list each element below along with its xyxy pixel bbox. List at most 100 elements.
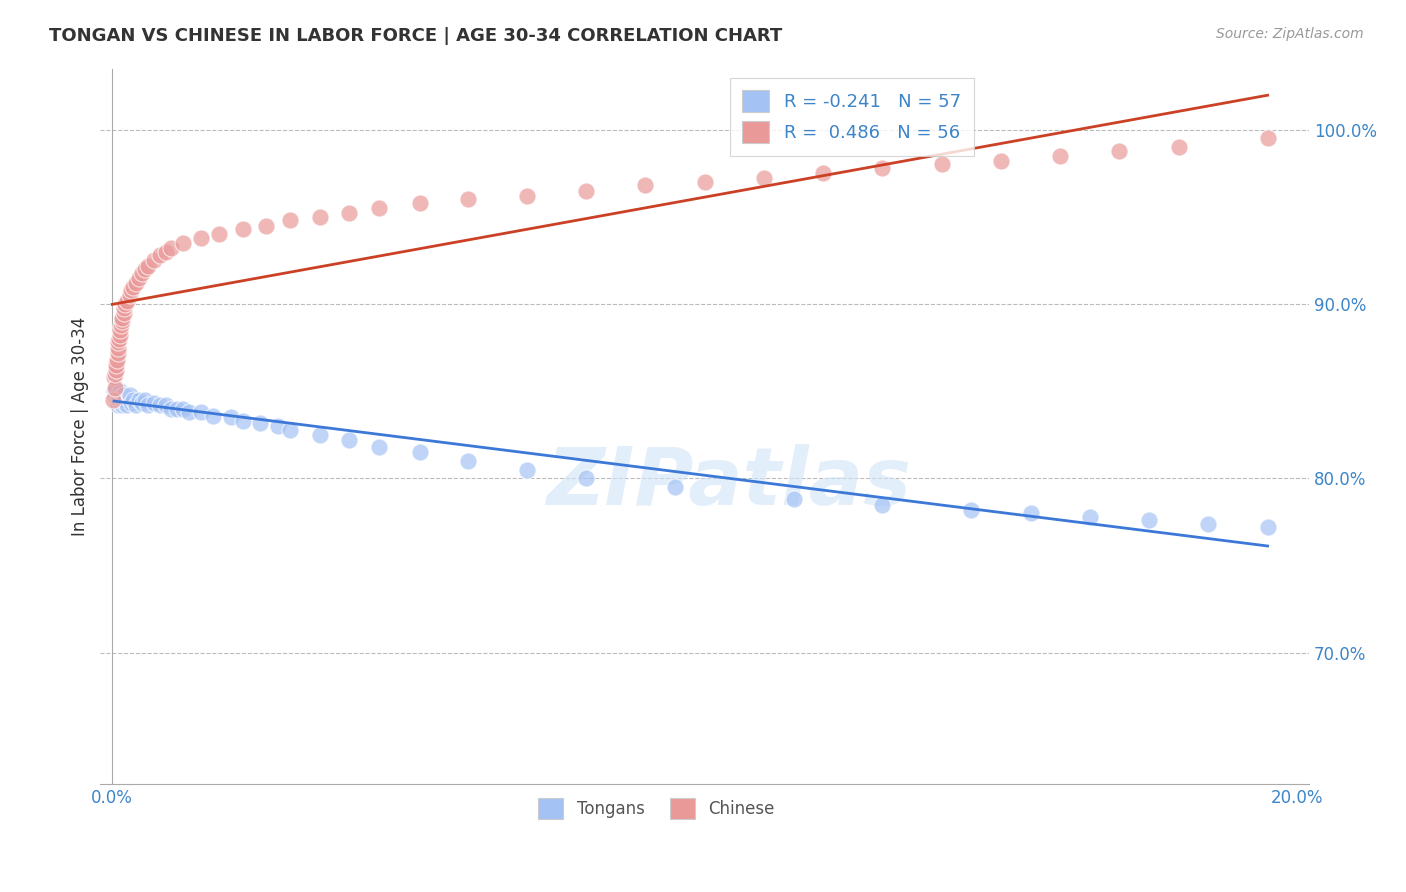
Point: [409, 195, 432, 210]
Point: [872, 498, 894, 512]
Point: [112, 388, 135, 402]
Point: [1049, 149, 1071, 163]
Point: [1167, 140, 1189, 154]
Point: [108, 328, 131, 343]
Point: [931, 157, 953, 171]
Point: [1108, 144, 1130, 158]
Point: [201, 409, 224, 423]
Point: [155, 244, 177, 259]
Point: [149, 398, 172, 412]
Point: [122, 279, 145, 293]
Point: [516, 189, 538, 203]
Point: [105, 358, 128, 372]
Point: [990, 153, 1012, 168]
Point: [960, 503, 983, 517]
Point: [149, 248, 172, 262]
Point: [111, 388, 134, 402]
Point: [122, 392, 145, 407]
Point: [1019, 507, 1042, 521]
Point: [103, 392, 125, 407]
Point: [409, 445, 432, 459]
Point: [134, 262, 156, 277]
Point: [108, 332, 131, 346]
Point: [114, 297, 136, 311]
Point: [107, 341, 129, 355]
Point: [179, 405, 201, 419]
Point: [114, 392, 136, 407]
Point: [107, 398, 129, 412]
Point: [1257, 520, 1279, 534]
Point: [634, 178, 657, 193]
Point: [249, 416, 271, 430]
Point: [136, 398, 159, 412]
Point: [118, 392, 141, 407]
Point: [107, 346, 129, 360]
Point: [110, 318, 132, 332]
Point: [134, 392, 156, 407]
Point: [172, 235, 194, 250]
Point: [693, 175, 716, 189]
Point: [208, 227, 231, 242]
Point: [118, 388, 141, 402]
Y-axis label: In Labor Force | Age 30-34: In Labor Force | Age 30-34: [72, 317, 89, 536]
Point: [120, 396, 142, 410]
Point: [232, 414, 254, 428]
Point: [105, 392, 128, 407]
Point: [782, 492, 804, 507]
Point: [103, 381, 125, 395]
Point: [172, 401, 194, 416]
Point: [752, 171, 775, 186]
Point: [457, 192, 479, 206]
Point: [254, 219, 277, 233]
Point: [516, 463, 538, 477]
Point: [155, 398, 177, 412]
Point: [813, 166, 835, 180]
Point: [112, 396, 135, 410]
Point: [1257, 131, 1279, 145]
Point: [142, 396, 165, 410]
Point: [142, 253, 165, 268]
Point: [232, 222, 254, 236]
Point: [110, 323, 132, 337]
Text: TONGAN VS CHINESE IN LABOR FORCE | AGE 30-34 CORRELATION CHART: TONGAN VS CHINESE IN LABOR FORCE | AGE 3…: [49, 27, 783, 45]
Text: ZIPatlas: ZIPatlas: [547, 444, 911, 523]
Point: [278, 213, 301, 227]
Point: [575, 184, 598, 198]
Point: [103, 384, 125, 399]
Point: [128, 270, 150, 285]
Point: [267, 419, 290, 434]
Point: [107, 335, 129, 350]
Text: Source: ZipAtlas.com: Source: ZipAtlas.com: [1216, 27, 1364, 41]
Point: [367, 440, 389, 454]
Point: [110, 389, 132, 403]
Point: [337, 433, 360, 447]
Point: [308, 427, 330, 442]
Point: [112, 301, 135, 315]
Point: [115, 293, 138, 308]
Point: [104, 381, 127, 395]
Point: [125, 276, 148, 290]
Point: [457, 454, 479, 468]
Point: [110, 396, 132, 410]
Point: [664, 480, 686, 494]
Point: [111, 392, 134, 407]
Point: [575, 471, 598, 485]
Point: [278, 423, 301, 437]
Point: [108, 392, 131, 407]
Point: [190, 405, 212, 419]
Point: [160, 401, 183, 416]
Point: [115, 398, 138, 412]
Point: [118, 288, 141, 302]
Legend: Tongans, Chinese: Tongans, Chinese: [531, 792, 780, 825]
Point: [111, 398, 134, 412]
Point: [128, 392, 150, 407]
Point: [107, 388, 129, 402]
Point: [103, 370, 125, 384]
Point: [104, 363, 127, 377]
Point: [136, 259, 159, 273]
Point: [1078, 509, 1101, 524]
Point: [337, 206, 360, 220]
Point: [131, 266, 153, 280]
Point: [219, 410, 242, 425]
Point: [104, 367, 127, 381]
